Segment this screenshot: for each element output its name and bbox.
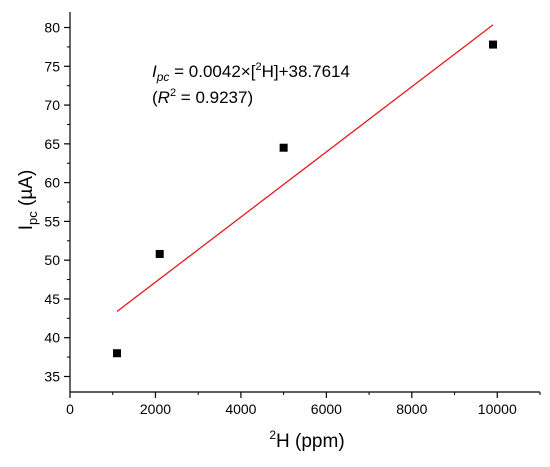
fit-line [116, 24, 494, 313]
y-tick-label: 55 [44, 213, 60, 229]
y-tick-label: 50 [44, 252, 60, 268]
x-tick-label: 4000 [225, 401, 256, 417]
data-point [113, 349, 121, 358]
x-tick-label: 6000 [311, 401, 342, 417]
y-tick-label: 45 [44, 291, 60, 307]
y-tick-label: 75 [44, 58, 60, 74]
y-tick-label: 70 [44, 97, 60, 113]
y-axis-title: Ipc (µA) [16, 170, 40, 231]
y-tick-label: 60 [44, 175, 60, 191]
fit-line-group [116, 24, 494, 313]
x-tick-label: 2000 [140, 401, 171, 417]
y-tick-label: 65 [44, 136, 60, 152]
x-ticks: 0 2000 4000 6000 8000 10000 [66, 392, 541, 417]
y-tick-label: 40 [44, 330, 60, 346]
x-axis-title: 2H (ppm) [269, 428, 344, 452]
y-tick-label: 80 [44, 20, 60, 36]
y-ticks: 35 40 45 50 55 60 65 70 75 80 [44, 20, 70, 384]
data-point [279, 143, 288, 152]
data-points [113, 40, 497, 358]
x-tick-label: 0 [66, 401, 74, 417]
y-tick-label: 35 [44, 368, 60, 384]
data-point [489, 40, 497, 49]
x-tick-label: 10000 [478, 401, 517, 417]
x-tick-label: 8000 [396, 401, 427, 417]
r-squared: (R2 = 0.9237) [152, 87, 253, 107]
data-point [155, 249, 164, 258]
regression-equation: Ipc = 0.0042×[2H]+38.7614 [152, 61, 350, 84]
